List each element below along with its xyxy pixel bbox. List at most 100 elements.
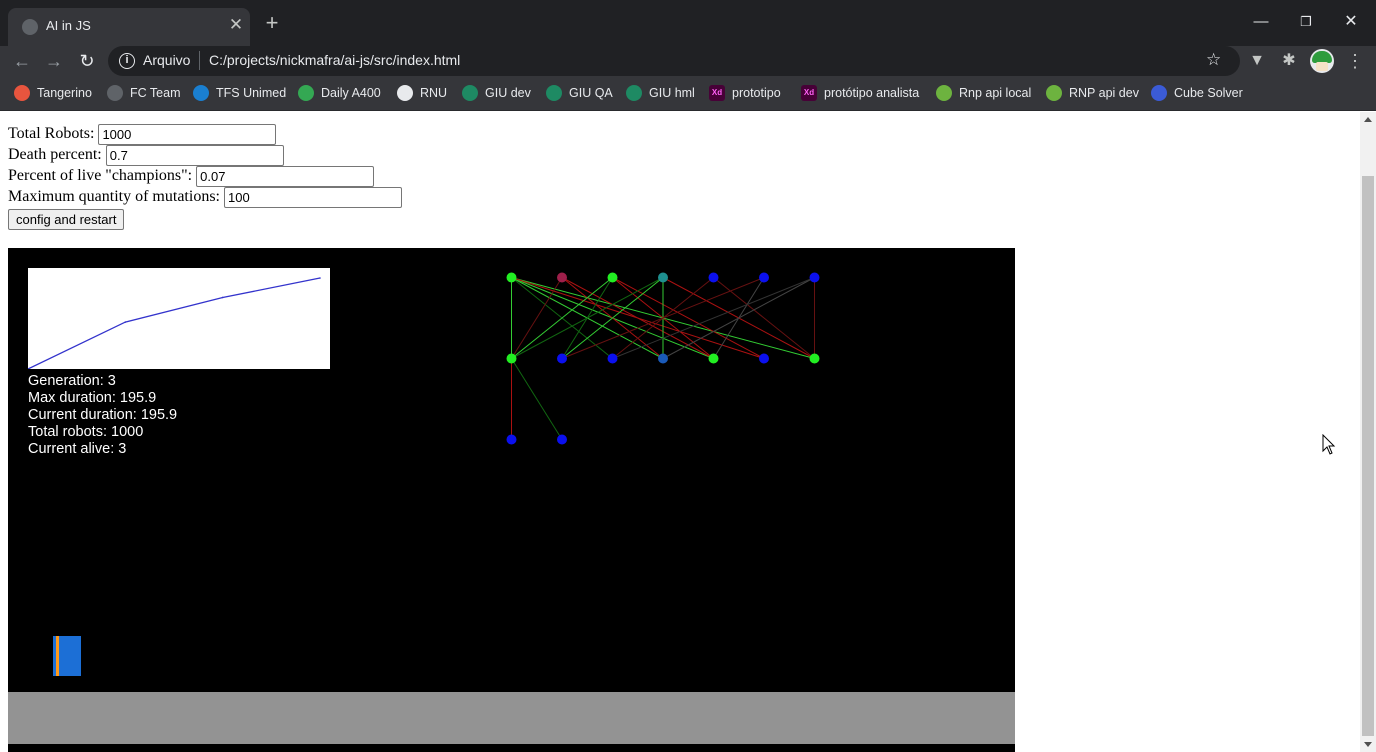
current-duration-stat: Current duration: 195.9 (28, 407, 178, 423)
nn-connection (561, 277, 765, 359)
bookmark-fc-team[interactable]: FC Team (107, 84, 180, 102)
bookmark-tfs-unimed[interactable]: TFS Unimed (193, 84, 286, 102)
duration-point (221, 296, 224, 299)
minimize-icon[interactable]: — (1253, 13, 1269, 30)
total-robots-stat: Total robots: 1000 (28, 424, 144, 440)
cube-icon (1151, 85, 1167, 101)
bookmark-label: GIU QA (569, 86, 613, 100)
death-percent-row: Death percent: (8, 144, 284, 166)
neural-network-diagram (506, 272, 820, 445)
browser-tab[interactable]: AI in JS ✕ (8, 8, 250, 46)
xd-icon: Xd (709, 85, 725, 101)
profile-avatar[interactable] (1310, 49, 1334, 73)
mushroom-cap-icon (1312, 51, 1332, 63)
duration-chart-svg (27, 277, 321, 370)
bookmark-label: FC Team (130, 86, 181, 100)
mutations-input[interactable] (223, 186, 402, 208)
scroll-thumb[interactable] (1362, 176, 1374, 736)
bookmark-label: Rnp api local (959, 86, 1032, 100)
total-robots-row: Total Robots: (8, 123, 277, 145)
nn-node (506, 353, 517, 364)
bookmark-prot-tipo-analista[interactable]: Xd protótipo analista (801, 84, 919, 102)
clock-icon (107, 85, 123, 101)
xd-icon: Xd (801, 85, 817, 101)
menu-kebab-icon[interactable]: ⋮ (1346, 51, 1364, 71)
page-content: Total Robots: Death percent: Percent of … (0, 112, 1360, 752)
champions-input[interactable] (196, 165, 375, 187)
azure-devops-icon (193, 85, 209, 101)
bookmark-rnu[interactable]: RNU (397, 84, 447, 102)
bookmark-giu-qa[interactable]: GIU QA (546, 84, 613, 102)
config-restart-button[interactable]: config and restart (8, 209, 125, 230)
bookmark-cube-solver[interactable]: Cube Solver (1151, 84, 1243, 102)
death-percent-label: Death percent: (8, 146, 102, 163)
nn-node (607, 353, 618, 364)
giu-icon (546, 85, 562, 101)
restore-icon[interactable]: ❐ (1300, 14, 1312, 29)
bookmark-label: RNU (420, 86, 448, 100)
address-bar[interactable]: i Arquivo C:/projects/nickmafra/ai-js/sr… (108, 46, 1240, 76)
browser-toolbar: ← → ↻ i Arquivo C:/projects/nickmafra/ai… (0, 46, 1376, 76)
nn-connection (511, 277, 613, 359)
total-robots-input[interactable] (98, 123, 277, 145)
nn-connection (713, 277, 815, 359)
bookmarks-bar: Tangerino FC Team TFS Unimed Daily A400 RNU G… (0, 76, 1376, 111)
bookmark-label: GIU hml (649, 86, 695, 100)
nn-node (557, 434, 567, 445)
bookmark-rnp-api-dev[interactable]: RNP api dev (1046, 84, 1139, 102)
total-robots-label: Total Robots: (8, 125, 95, 142)
nn-node (809, 272, 820, 283)
window-close-icon[interactable]: ✕ (1344, 13, 1358, 30)
nn-node (506, 272, 517, 283)
bookmark-daily-a400[interactable]: Daily A400 (298, 84, 381, 102)
scroll-down-arrow-icon[interactable] (1364, 742, 1372, 747)
page-scrollbar[interactable] (1360, 112, 1376, 752)
giu-icon (462, 85, 478, 101)
champions-row: Percent of live "champions": (8, 165, 375, 187)
new-tab-button[interactable]: + (265, 10, 279, 35)
reload-icon[interactable]: ↻ (79, 51, 95, 71)
bookmark-label: Daily A400 (321, 86, 381, 100)
forward-arrow-icon[interactable]: → (45, 51, 63, 71)
bookmark-giu-dev[interactable]: GIU dev (462, 84, 531, 102)
nn-node (708, 272, 719, 283)
meet-icon (298, 85, 314, 101)
duration-chart (27, 268, 330, 370)
vue-devtools-icon[interactable]: ▼ (1249, 52, 1265, 69)
nn-node (708, 353, 719, 364)
bookmark-label: Tangerino (37, 86, 92, 100)
death-percent-input[interactable] (105, 144, 284, 166)
nn-connection (511, 277, 563, 359)
scroll-up-arrow-icon[interactable] (1364, 117, 1372, 122)
bookmark-label: Cube Solver (1174, 86, 1243, 100)
nn-node (809, 353, 820, 364)
nn-node (658, 272, 668, 283)
bookmark-tangerino[interactable]: Tangerino (14, 84, 92, 102)
duration-point (319, 277, 321, 279)
info-icon[interactable]: i (119, 53, 135, 69)
back-arrow-icon[interactable]: ← (13, 51, 31, 71)
bookmark-rnp-api-local[interactable]: Rnp api local (936, 84, 1031, 102)
max-duration-stat: Max duration: 195.9 (28, 390, 157, 406)
bookmark-giu-hml[interactable]: GIU hml (626, 84, 695, 102)
duration-point (124, 321, 127, 323)
extensions-puzzle-icon[interactable]: ✱ (1282, 52, 1296, 69)
giu-icon (626, 85, 642, 101)
nn-node (557, 272, 567, 283)
url-text[interactable]: C:/projects/nickmafra/ai-js/src/index.ht… (209, 52, 461, 68)
nn-connection (561, 277, 714, 359)
spring-icon (1046, 85, 1062, 101)
champions-label: Percent of live "champions": (8, 167, 193, 184)
mushroom-face-icon (1316, 62, 1328, 71)
nn-node (557, 353, 567, 364)
globe-icon (397, 85, 413, 101)
ground (8, 692, 1015, 744)
robot-stripe (56, 636, 59, 676)
close-tab-icon[interactable]: ✕ (228, 15, 244, 34)
globe-icon (22, 19, 38, 35)
bookmark-star-icon[interactable]: ☆ (1206, 50, 1222, 69)
nn-connection (511, 358, 563, 440)
nn-node (506, 434, 517, 445)
bookmark-prototipo[interactable]: Xd prototipo (709, 84, 781, 102)
nn-connection (561, 277, 664, 359)
